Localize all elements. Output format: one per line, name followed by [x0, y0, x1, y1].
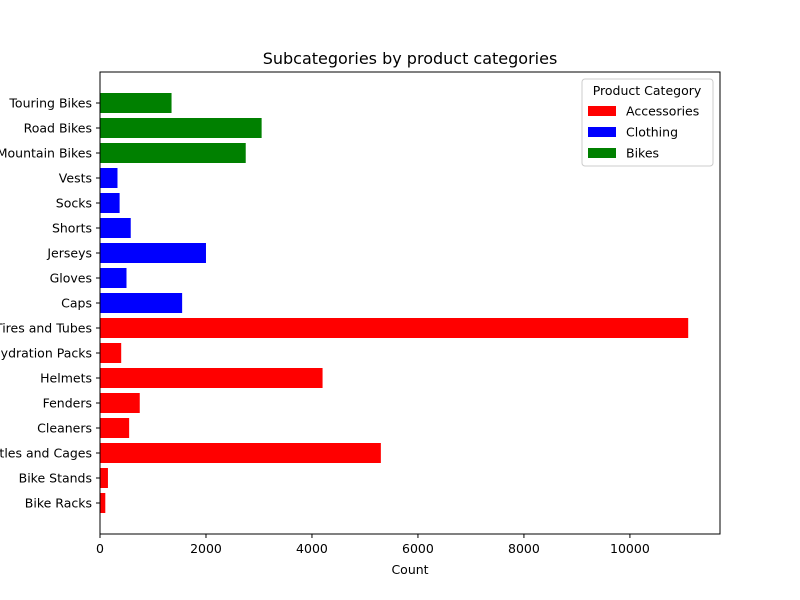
y-tick-label-jerseys: Jerseys: [46, 246, 92, 261]
y-tick-label-fenders: Fenders: [43, 396, 92, 411]
y-tick-label-cleaners: Cleaners: [37, 421, 92, 436]
bar-hydration-packs: [100, 343, 122, 363]
y-tick-label-touring-bikes: Touring Bikes: [8, 96, 92, 111]
y-tick-label-helmets: Helmets: [40, 371, 92, 386]
bar-bike-racks: [100, 493, 106, 513]
bar-caps: [100, 293, 183, 313]
bar-tires-and-tubes: [100, 318, 689, 338]
legend-label-accessories: Accessories: [626, 104, 699, 119]
y-tick-label-vests: Vests: [59, 171, 92, 186]
bar-bottles-and-cages: [100, 443, 381, 463]
y-tick-label-socks: Socks: [56, 196, 92, 211]
bar-shorts: [100, 218, 131, 238]
bar-socks: [100, 193, 120, 213]
y-tick-label-shorts: Shorts: [52, 221, 92, 236]
bars-group: [100, 93, 689, 513]
y-tick-label-bike-stands: Bike Stands: [19, 471, 92, 486]
x-tick-label-0: 0: [96, 541, 104, 556]
legend-label-clothing: Clothing: [626, 125, 678, 140]
y-tick-label-hydration-packs: Hydration Packs: [0, 346, 92, 361]
y-tick-label-tires-and-tubes: Tires and Tubes: [0, 321, 92, 336]
legend-swatch-accessories: [588, 106, 616, 116]
legend-items: Accessories Clothing Bikes: [588, 104, 699, 161]
x-axis: 0 2000 4000 6000 8000 10000: [96, 534, 650, 556]
plot-area: Bike Racks Bike Stands Bottles and Cages Cl…: [0, 71, 721, 556]
x-tick-label-10000: 10000: [610, 541, 650, 556]
x-tick-label-6000: 6000: [402, 541, 434, 556]
legend-swatch-bikes: [588, 148, 616, 158]
x-tick-label-8000: 8000: [508, 541, 540, 556]
bar-vests: [100, 168, 118, 188]
bar-mountain-bikes: [100, 143, 246, 163]
y-tick-label-caps: Caps: [61, 296, 92, 311]
chart-title: Subcategories by product categories: [263, 49, 558, 68]
bar-jerseys: [100, 243, 206, 263]
bar-touring-bikes: [100, 93, 172, 113]
legend-swatch-clothing: [588, 127, 616, 137]
y-tick-label-bike-racks: Bike Racks: [25, 496, 92, 511]
y-tick-label-bottles-and-cages: Bottles and Cages: [0, 446, 92, 461]
bar-road-bikes: [100, 118, 262, 138]
x-tick-label-2000: 2000: [190, 541, 222, 556]
y-tick-label-road-bikes: Road Bikes: [24, 121, 92, 136]
legend-label-bikes: Bikes: [626, 146, 659, 161]
legend: Product Category Accessories Clothing Bike…: [581, 78, 714, 167]
y-tick-label-mountain-bikes: Mountain Bikes: [0, 146, 92, 161]
bar-fenders: [100, 393, 140, 413]
bar-helmets: [100, 368, 323, 388]
bar-gloves: [100, 268, 127, 288]
x-axis-label: Count: [391, 562, 428, 577]
legend-box: [581, 78, 714, 167]
y-axis: Bike Racks Bike Stands Bottles and Cages Cl…: [0, 96, 100, 511]
bar-bike-stands: [100, 468, 108, 488]
legend-title: Product Category: [593, 83, 702, 98]
x-tick-label-4000: 4000: [296, 541, 328, 556]
bar-cleaners: [100, 418, 130, 438]
y-tick-label-gloves: Gloves: [50, 271, 92, 286]
